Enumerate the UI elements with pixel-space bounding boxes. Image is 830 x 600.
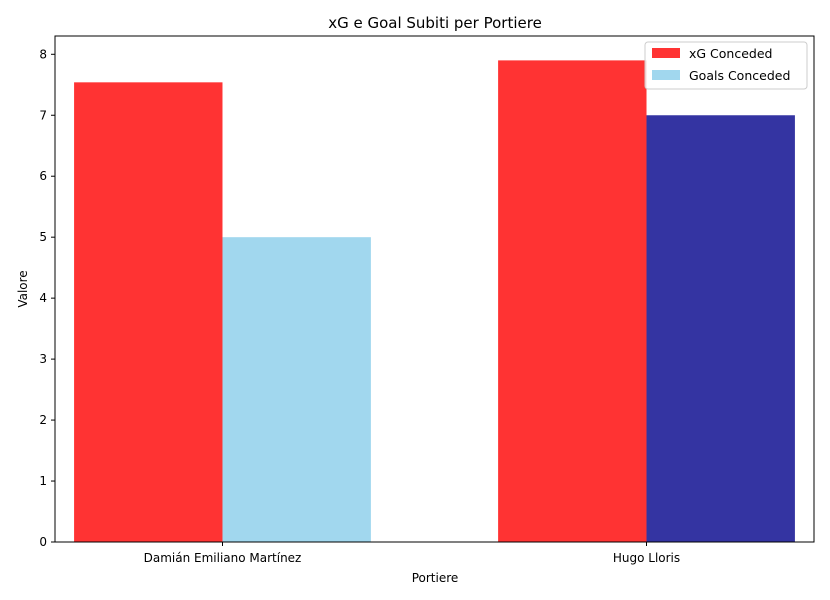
bar-xg-conceded-0: [74, 82, 223, 543]
y-tick-label: 1: [39, 474, 47, 488]
legend-box: [644, 41, 808, 90]
y-tick-label: 0: [39, 535, 47, 549]
legend-label-goals-conceded: Goals Conceded: [689, 68, 790, 83]
y-tick-label: 3: [39, 352, 47, 366]
bars-group: [74, 60, 795, 543]
y-tick-label: 4: [39, 291, 47, 305]
x-tick-label: Hugo Lloris: [613, 551, 680, 565]
legend-swatch-xg-conceded: [652, 48, 680, 58]
y-tick-label: 8: [39, 47, 47, 61]
y-tick-label: 6: [39, 169, 47, 183]
y-axis-label: Valore: [16, 270, 30, 307]
x-axis: Damián Emiliano Martínez Hugo Lloris: [144, 542, 680, 565]
y-tick-label: 2: [39, 413, 47, 427]
legend-swatch-goals-conceded: [652, 70, 680, 80]
legend: xG Conceded Goals Conceded: [644, 41, 808, 90]
bar-xg-conceded-1: [498, 60, 647, 542]
x-tick-label: Damián Emiliano Martínez: [144, 551, 302, 565]
bar-goals-conceded-0: [222, 237, 371, 542]
y-tick-label: 5: [39, 230, 47, 244]
chart-title: xG e Goal Subiti per Portiere: [328, 14, 542, 32]
bar-goals-conceded-1: [646, 115, 795, 542]
y-axis: 0 1 2 3 4 5 6 7 8: [39, 47, 55, 549]
plot-frame: [54, 35, 815, 543]
x-axis-label: Portiere: [412, 571, 459, 585]
y-tick-label: 7: [39, 108, 47, 122]
legend-label-xg-conceded: xG Conceded: [689, 46, 772, 61]
